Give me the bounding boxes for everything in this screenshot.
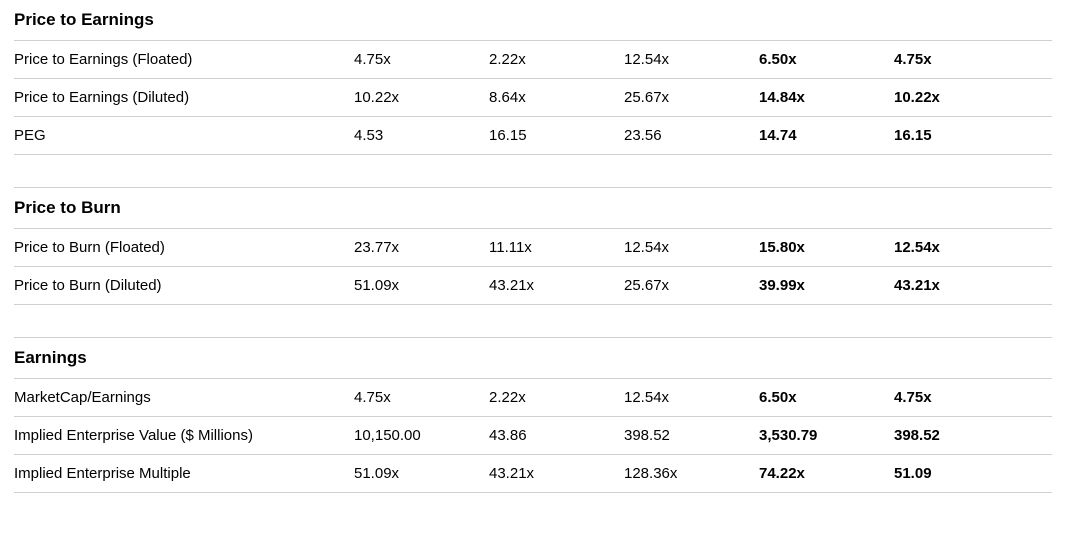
metric-label: Price to Earnings (Diluted) [14, 89, 354, 106]
metric-label: Price to Burn (Diluted) [14, 277, 354, 294]
table-row: Implied Enterprise Multiple 51.09x 43.21… [14, 455, 1052, 493]
metric-value: 12.54x [624, 389, 759, 406]
table-row: PEG 4.53 16.15 23.56 14.74 16.15 [14, 117, 1052, 155]
table-row: Price to Burn (Diluted) 51.09x 43.21x 25… [14, 267, 1052, 305]
metric-value: 10,150.00 [354, 427, 489, 444]
metric-value: 12.54x [624, 239, 759, 256]
section-spacer [14, 305, 1052, 337]
metric-value: 12.54x [894, 239, 1044, 256]
metric-value: 16.15 [894, 127, 1044, 144]
metric-value: 39.99x [759, 277, 894, 294]
metric-value: 25.67x [624, 277, 759, 294]
table-row: Implied Enterprise Value ($ Millions) 10… [14, 417, 1052, 455]
section-header-earnings: Earnings [14, 337, 1052, 379]
metric-value: 43.86 [489, 427, 624, 444]
metric-value: 398.52 [894, 427, 1044, 444]
metric-value: 2.22x [489, 389, 624, 406]
metric-value: 43.21x [894, 277, 1044, 294]
table-row: Price to Earnings (Diluted) 10.22x 8.64x… [14, 79, 1052, 117]
metric-label: Implied Enterprise Value ($ Millions) [14, 427, 354, 444]
metric-value: 6.50x [759, 51, 894, 68]
metric-label: MarketCap/Earnings [14, 389, 354, 406]
metric-value: 23.56 [624, 127, 759, 144]
metric-value: 14.74 [759, 127, 894, 144]
metric-value: 4.75x [354, 51, 489, 68]
metric-value: 10.22x [894, 89, 1044, 106]
metric-value: 16.15 [489, 127, 624, 144]
metric-value: 6.50x [759, 389, 894, 406]
metric-value: 14.84x [759, 89, 894, 106]
metric-label: Implied Enterprise Multiple [14, 465, 354, 482]
metric-value: 4.75x [894, 51, 1044, 68]
table-row: Price to Burn (Floated) 23.77x 11.11x 12… [14, 229, 1052, 267]
metric-value: 4.75x [354, 389, 489, 406]
section-header-price-to-earnings: Price to Earnings [14, 0, 1052, 41]
metric-value: 74.22x [759, 465, 894, 482]
metric-value: 43.21x [489, 277, 624, 294]
metric-value: 51.09x [354, 277, 489, 294]
metric-value: 51.09 [894, 465, 1044, 482]
metric-value: 51.09x [354, 465, 489, 482]
table-row: Price to Earnings (Floated) 4.75x 2.22x … [14, 41, 1052, 79]
financial-metrics-table: Price to Earnings Price to Earnings (Flo… [0, 0, 1066, 493]
metric-value: 25.67x [624, 89, 759, 106]
table-row: MarketCap/Earnings 4.75x 2.22x 12.54x 6.… [14, 379, 1052, 417]
metric-label: Price to Earnings (Floated) [14, 51, 354, 68]
metric-value: 11.11x [489, 239, 624, 256]
metric-value: 10.22x [354, 89, 489, 106]
metric-value: 23.77x [354, 239, 489, 256]
metric-label: PEG [14, 127, 354, 144]
metric-value: 8.64x [489, 89, 624, 106]
metric-value: 398.52 [624, 427, 759, 444]
metric-value: 12.54x [624, 51, 759, 68]
metric-label: Price to Burn (Floated) [14, 239, 354, 256]
metric-value: 3,530.79 [759, 427, 894, 444]
metric-value: 4.75x [894, 389, 1044, 406]
metric-value: 2.22x [489, 51, 624, 68]
metric-value: 43.21x [489, 465, 624, 482]
metric-value: 15.80x [759, 239, 894, 256]
metric-value: 4.53 [354, 127, 489, 144]
section-header-price-to-burn: Price to Burn [14, 187, 1052, 229]
section-spacer [14, 155, 1052, 187]
metric-value: 128.36x [624, 465, 759, 482]
